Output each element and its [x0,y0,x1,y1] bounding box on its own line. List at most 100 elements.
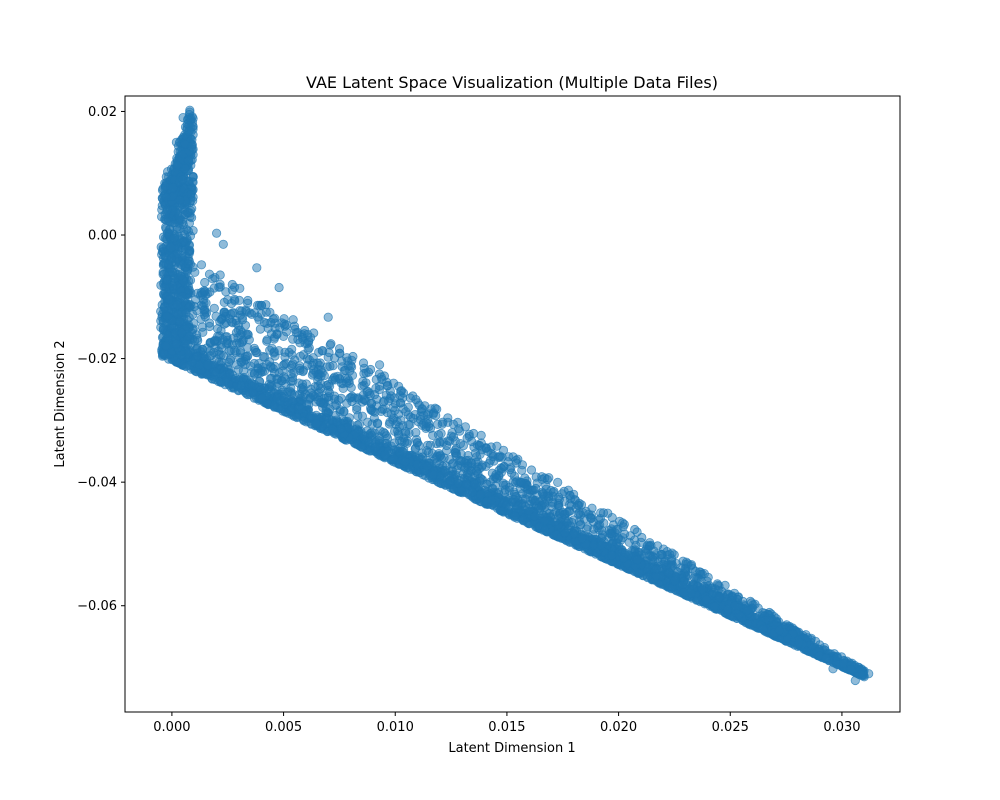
scatter-point [185,105,195,115]
scatter-point [296,383,306,394]
scatter-point [400,457,410,467]
scatter-point [325,340,335,350]
scatter-point [471,466,481,476]
scatter-point [730,601,740,611]
scatter-point [187,142,197,152]
scatter-point [663,567,674,578]
scatter-point [461,479,471,489]
scatter-point [274,282,284,293]
scatter-point [339,406,349,417]
scatter-point [363,386,373,396]
scatter-point [828,664,838,674]
scatter-point [530,511,540,522]
x-axis: 0.000 0.005 0.010 0.015 0.020 0.025 0.030 [153,712,861,735]
scatter-point [169,233,179,243]
scatter-point [184,285,194,295]
scatter-point [302,329,313,339]
x-tick-label: 0.005 [265,720,302,735]
y-tick-label: 0.02 [88,105,117,120]
scatter-point [467,487,478,497]
scatter-point [317,368,327,378]
scatter-point [794,638,804,648]
scatter-point [486,448,496,459]
scatter-point [686,560,697,570]
scatter-point [508,494,519,505]
scatter-point [386,391,396,401]
scatter-point [221,287,231,297]
scatter-point [850,675,860,686]
scatter-point [279,393,289,403]
scatter-point [196,260,207,270]
scatter-point [337,362,347,372]
scatter-point [296,404,306,414]
scatter-point [540,525,550,536]
scatter-point [253,363,263,373]
scatter-point [248,388,258,398]
scatter-point [821,653,831,663]
scatter-point [607,550,617,561]
scatter-point [361,368,371,378]
scatter-point [398,447,408,457]
scatter-point [669,576,680,586]
scatter-point [497,452,507,462]
scatter-point [475,489,485,500]
scatter-point [363,417,373,427]
scatter-point [432,451,442,461]
scatter-point [199,286,209,296]
scatter-point [462,433,472,443]
scatter-point [618,533,628,543]
scatter-point [257,393,267,403]
scatter-point [269,347,279,357]
scatter-point [699,568,709,579]
scatter-point [520,501,531,512]
scatter-point [178,175,188,185]
scatter-point [447,459,457,469]
scatter-point [162,311,172,321]
scatter-point [307,360,317,371]
scatter-point [203,360,213,370]
scatter-point [388,454,399,464]
scatter-point [311,419,321,429]
scatter-point [516,478,527,488]
scatter-point [323,312,333,322]
scatter-point [520,494,531,504]
scatter-point [517,460,528,470]
scatter-point [385,417,395,427]
scatter-point [422,461,432,471]
scatter-point [178,113,188,123]
scatter-point [550,517,560,527]
scatter-point [774,625,785,636]
scatter-point [294,363,305,373]
scatter-point [161,192,171,203]
scatter-point [425,440,435,450]
scatter-point [210,367,220,377]
scatter-point [243,330,253,340]
x-tick-label: 0.010 [377,720,414,735]
scatter-point [675,563,686,573]
scatter-point [269,401,279,411]
scatter-point [185,231,196,241]
scatter-point [206,350,216,361]
scatter-point [233,320,244,330]
scatter-point [553,477,563,487]
scatter-point [240,360,250,370]
scatter-point [163,259,174,269]
scatter-point [204,318,215,328]
scatter-point [701,594,712,605]
scatter-point [190,295,201,305]
scatter-point [172,300,182,310]
scatter-point [262,318,272,328]
scatter-point [486,495,497,505]
scatter-point [230,345,240,356]
scatter-point [162,205,172,215]
scatter-point [333,395,344,405]
scatter-point [209,303,219,313]
scatter-point [243,298,253,308]
scatter-point [323,352,333,362]
scatter-point [531,483,541,494]
scatter-point [417,420,427,430]
scatter-point [802,633,813,643]
scatter-point [171,137,181,147]
scatter-point [289,321,300,331]
scatter-point [455,438,465,449]
